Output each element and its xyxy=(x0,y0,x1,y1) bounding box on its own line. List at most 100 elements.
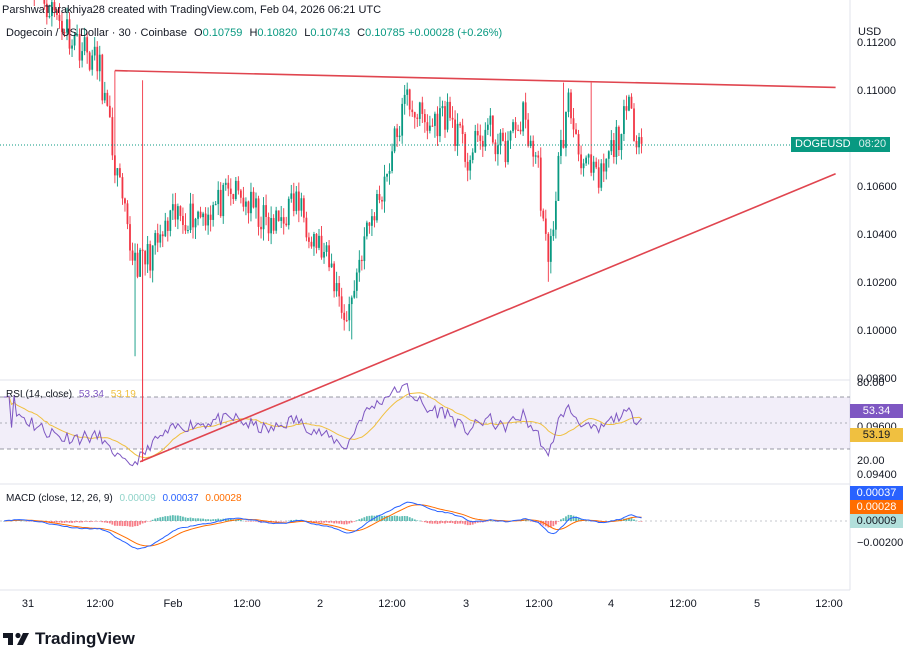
macd-histogram-bar xyxy=(633,519,635,521)
candle-body xyxy=(111,117,114,156)
candle-body xyxy=(466,161,469,171)
candle-body xyxy=(45,3,48,18)
macd-histogram-bar xyxy=(562,518,565,521)
candle-body xyxy=(257,198,260,227)
macd-histogram-bar xyxy=(456,521,459,524)
candle-body xyxy=(154,233,157,246)
candle-body xyxy=(436,113,439,137)
macd-histogram-bar xyxy=(444,521,446,524)
candle-body xyxy=(146,244,149,265)
macd-histogram-bar xyxy=(376,515,378,521)
candle-body xyxy=(290,193,293,199)
macd-histogram-bar xyxy=(56,521,58,523)
candle-body xyxy=(617,126,620,151)
candle-body xyxy=(398,135,401,138)
macd-histogram-bar xyxy=(391,516,393,521)
macd-histogram-bar xyxy=(345,521,348,525)
macd-histogram-bar xyxy=(547,521,550,528)
macd-histogram-bar xyxy=(280,521,283,522)
candle-body xyxy=(108,105,111,118)
price-tick-label: 0.11400 xyxy=(857,0,896,1)
macd-histogram-tag: 0.00009 xyxy=(850,514,903,528)
macd-histogram-bar xyxy=(151,519,154,521)
candle-body xyxy=(161,234,164,237)
macd-histogram-bar xyxy=(413,519,416,521)
candle-body xyxy=(386,173,388,177)
candle-body xyxy=(605,158,608,172)
macd-histogram-bar xyxy=(103,521,106,523)
macd-histogram-bar xyxy=(388,516,391,521)
macd-histogram-bar xyxy=(396,515,399,521)
candle-body xyxy=(381,199,383,202)
candle-body xyxy=(338,283,341,297)
time-tick-label: Feb xyxy=(163,598,183,610)
macd-histogram-bar xyxy=(250,521,252,522)
macd-histogram-bar xyxy=(161,516,164,521)
candle-body xyxy=(166,220,169,231)
macd-histogram-bar xyxy=(176,515,179,521)
candle-body xyxy=(96,46,99,72)
candle-body xyxy=(371,216,373,226)
rsi-legend[interactable]: RSI (14, close) 53.34 53.19 xyxy=(6,389,136,400)
candle-body xyxy=(212,204,215,220)
tradingview-logo-icon xyxy=(3,632,29,645)
macd-histogram-bar xyxy=(549,521,552,528)
macd-histogram-bar xyxy=(108,521,111,524)
macd-histogram-bar xyxy=(587,520,590,522)
close-value: 0.10785 xyxy=(365,27,405,39)
candle-body xyxy=(272,218,275,231)
macd-histogram-bar xyxy=(386,515,388,521)
candle-body xyxy=(131,250,134,261)
macd-histogram-bar xyxy=(638,521,640,522)
macd-histogram-bar xyxy=(436,521,439,525)
candle-body xyxy=(340,296,343,313)
macd-histogram-bar xyxy=(227,518,230,521)
candle-body xyxy=(570,92,572,119)
macd-histogram-bar xyxy=(343,521,346,525)
candle-body xyxy=(197,211,199,219)
macd-histogram-value: 0.00009 xyxy=(119,493,156,504)
current-price-tag: DOGEUSD 08:20 xyxy=(791,137,891,152)
macd-histogram-bar xyxy=(371,515,373,521)
candle-body xyxy=(383,176,386,202)
candle-body xyxy=(159,234,162,243)
macd-histogram-bar xyxy=(537,521,540,523)
candle-body xyxy=(373,216,376,221)
macd-histogram-bar xyxy=(169,515,172,521)
currency-label[interactable]: USD xyxy=(858,26,882,38)
macd-legend[interactable]: MACD (close, 12, 26, 9) 0.00009 0.00037 … xyxy=(6,493,242,504)
candle-body xyxy=(149,244,152,271)
macd-histogram-bar xyxy=(328,521,330,523)
macd-histogram-bar xyxy=(338,521,341,524)
candle-body xyxy=(592,161,595,173)
candle-body xyxy=(479,135,482,141)
macd-histogram-bar xyxy=(355,520,358,521)
candle-body xyxy=(388,171,391,174)
candle-body xyxy=(68,19,71,49)
candle-body xyxy=(297,191,300,211)
macd-histogram-bar xyxy=(202,518,204,521)
candle-body xyxy=(136,252,139,277)
macd-histogram-bar xyxy=(454,521,456,524)
macd-histogram-bar xyxy=(318,521,320,523)
candle-body xyxy=(204,213,207,226)
candle-body xyxy=(363,236,366,262)
macd-histogram-bar xyxy=(207,519,210,521)
macd-histogram-bar xyxy=(144,521,147,523)
tradingview-logo: TradingView xyxy=(3,629,135,649)
candle-body xyxy=(50,2,53,17)
macd-histogram-bar xyxy=(212,519,215,521)
candle-body xyxy=(229,188,232,195)
candle-body xyxy=(53,2,56,11)
price-tick-label: 0.09800 xyxy=(857,373,897,386)
candle-body xyxy=(315,233,318,248)
macd-histogram-bar xyxy=(194,518,197,521)
macd-histogram-bar xyxy=(252,521,255,522)
macd-histogram-bar xyxy=(529,521,532,522)
macd-histogram-bar xyxy=(320,521,323,523)
candle-body xyxy=(474,130,477,153)
macd-histogram-bar xyxy=(229,519,232,521)
candle-body xyxy=(628,96,630,111)
candle-body xyxy=(222,184,225,217)
